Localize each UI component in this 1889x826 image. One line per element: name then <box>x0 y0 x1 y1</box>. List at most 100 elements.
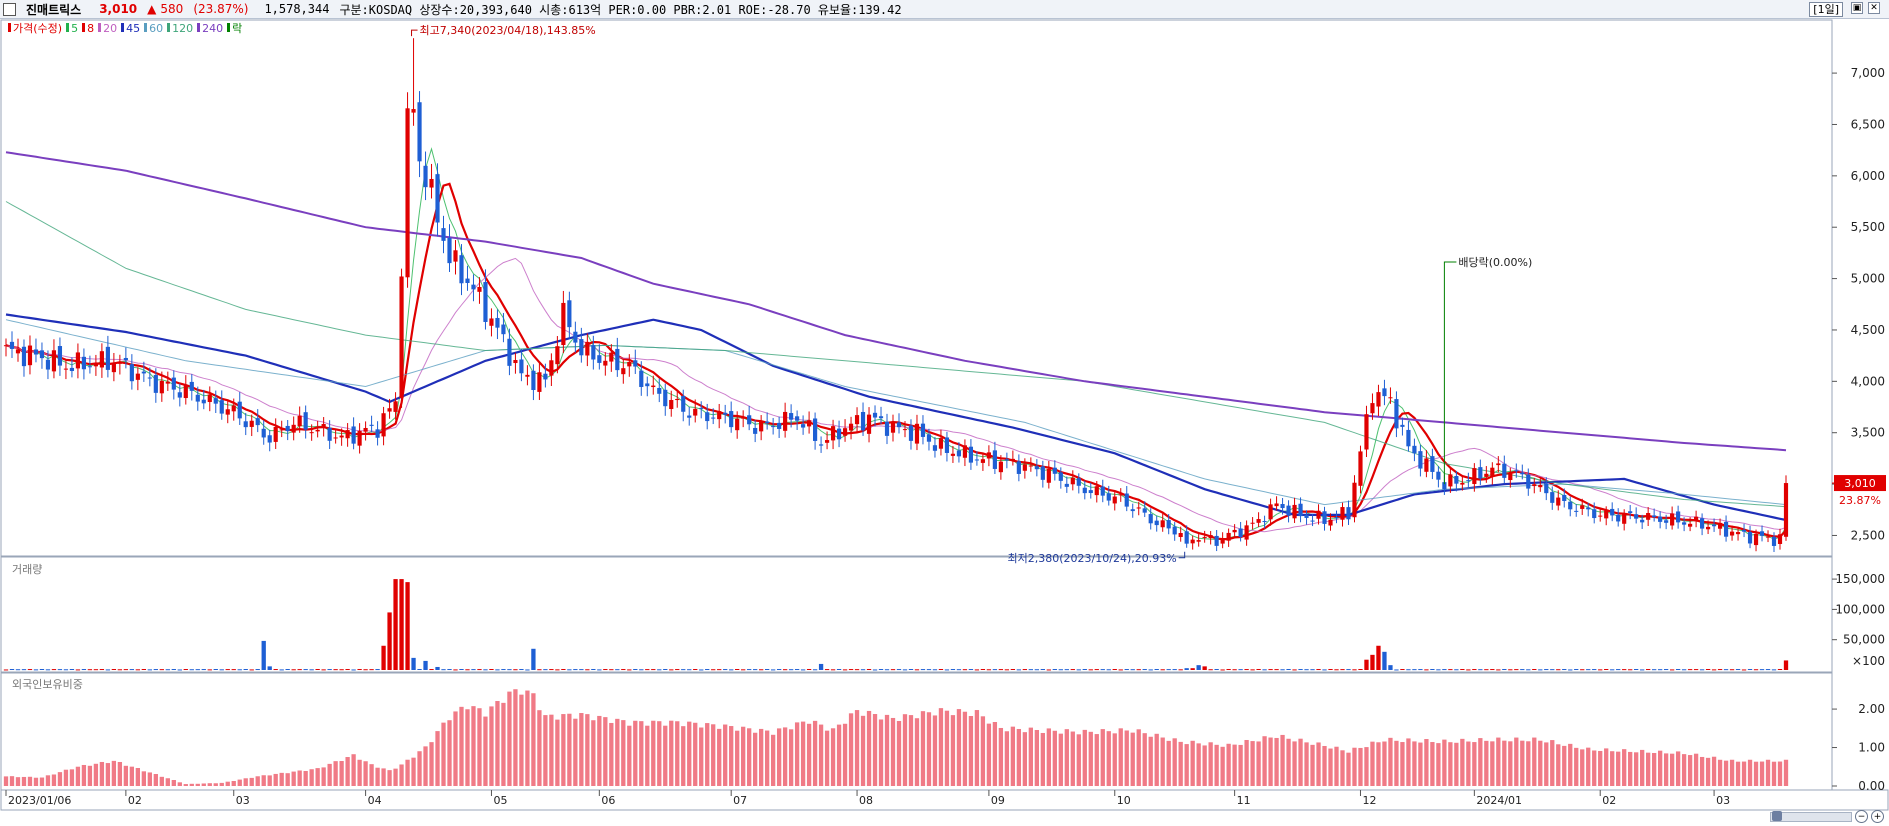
foreign-ratio-bar <box>1580 749 1585 786</box>
y-tick-label: 4,500 <box>1851 323 1885 337</box>
volume-bar <box>782 669 788 671</box>
volume-bar <box>1646 669 1651 671</box>
volume-bar <box>1651 669 1657 671</box>
foreign-ratio-bar <box>117 761 123 786</box>
foreign-ratio-bar <box>147 772 152 786</box>
candle-body <box>1118 494 1123 496</box>
candle-body <box>1646 513 1651 520</box>
foreign-ratio-bar <box>387 770 392 786</box>
candle-body <box>938 438 944 449</box>
select-checkbox[interactable] <box>3 2 16 16</box>
candle-body <box>807 420 812 427</box>
candle-body <box>543 373 548 380</box>
legend-item[interactable]: 가격(수정) <box>13 22 63 35</box>
volume-bar <box>962 669 968 671</box>
period-selector[interactable]: [1일] <box>1809 2 1843 17</box>
up-arrow-icon: ▲ <box>147 2 157 16</box>
candle-body <box>411 109 416 113</box>
volume-bar <box>627 669 632 671</box>
candle-body <box>1454 475 1459 484</box>
foreign-ratio-bar <box>441 722 446 786</box>
scrollbar-thumb[interactable] <box>1772 811 1782 821</box>
legend-item[interactable]: 5 <box>71 22 79 35</box>
foreign-ratio-bar <box>1430 742 1435 786</box>
foreign-ratio-bar <box>489 706 494 786</box>
maximize-button[interactable]: ▣ <box>1851 2 1863 14</box>
volume-bar <box>1687 669 1693 671</box>
close-button[interactable]: ✕ <box>1868 2 1880 14</box>
volume-bar <box>1340 669 1345 671</box>
candle-body <box>15 349 21 354</box>
stock-metrics: 구분:KOSDAQ 상장수:20,393,640 시총:613억 PER:0.0… <box>339 2 902 17</box>
x-tick-label: 05 <box>493 794 507 807</box>
foreign-ratio-bar <box>723 724 728 786</box>
foreign-ratio-bar <box>471 706 476 786</box>
volume-bar <box>51 669 57 671</box>
volume-bar <box>824 669 830 671</box>
candle-body <box>1436 471 1441 480</box>
candle-body <box>1298 503 1303 517</box>
foreign-ratio-bar <box>537 710 542 786</box>
foreign-ratio-bar <box>399 764 404 786</box>
foreign-ratio-bar <box>1675 751 1681 786</box>
volume-bar <box>1454 669 1459 671</box>
legend-swatch <box>227 23 231 32</box>
foreign-ratio-bar <box>1610 751 1615 786</box>
foreign-ratio-bar <box>315 768 320 786</box>
volume-bar <box>1376 645 1381 670</box>
foreign-ratio-bar <box>171 780 176 786</box>
foreign-ratio-bar <box>501 702 506 786</box>
legend-item[interactable]: 240 <box>202 22 224 35</box>
candle-body <box>1496 463 1501 466</box>
candle-body <box>717 411 722 420</box>
volume-bar <box>854 669 860 671</box>
volume-bar <box>998 669 1004 671</box>
volume-bar <box>836 669 842 671</box>
candle-body <box>273 426 278 442</box>
volume-bar <box>177 669 182 671</box>
candle-body <box>711 417 716 419</box>
foreign-ratio-bar <box>986 723 992 786</box>
legend-item[interactable]: 120 <box>172 22 194 35</box>
volume-tick-label: 50,000 <box>1843 633 1885 647</box>
legend-item[interactable]: 45 <box>126 22 141 35</box>
legend-item[interactable]: 20 <box>103 22 118 35</box>
zoom-out-icon[interactable]: − <box>1855 810 1868 823</box>
candle-body <box>705 412 710 422</box>
legend-item[interactable]: 60 <box>149 22 164 35</box>
candle-body <box>1460 482 1465 485</box>
candle-body <box>1106 493 1111 501</box>
low-marker <box>1178 551 1186 559</box>
foreign-ratio-bar <box>339 761 344 786</box>
volume-bar <box>842 669 848 671</box>
legend-item[interactable]: 락 <box>232 22 243 35</box>
volume-bar <box>507 669 512 671</box>
foreign-ratio-bar <box>812 720 818 786</box>
candle-body <box>1700 518 1705 529</box>
foreign-ratio-bar <box>1226 743 1231 786</box>
volume-bar <box>417 669 422 671</box>
volume-bar <box>327 669 332 671</box>
zoom-in-icon[interactable]: + <box>1871 810 1884 823</box>
volume-bar <box>1136 669 1141 671</box>
candle-body <box>531 370 536 391</box>
volume-bar <box>165 669 170 671</box>
candle-body <box>171 377 176 390</box>
candle-body <box>627 361 632 367</box>
legend-item[interactable]: 8 <box>87 22 95 35</box>
foreign-ratio-bar <box>1622 749 1627 786</box>
candle-body <box>291 424 296 433</box>
volume-bar <box>381 645 386 670</box>
foreign-ratio-bar <box>1640 749 1645 786</box>
foreign-ratio-bar <box>1304 742 1309 786</box>
volume-bar <box>255 669 260 671</box>
candle-body <box>1735 532 1741 535</box>
x-tick-label: 09 <box>991 794 1005 807</box>
volume-bar <box>1208 669 1213 671</box>
stock-name[interactable]: 진매트릭스 <box>26 2 82 17</box>
candle-body <box>836 428 842 440</box>
chart-scrollbar[interactable] <box>1770 812 1852 822</box>
volume-bar <box>525 669 530 671</box>
volume-bar <box>285 669 290 671</box>
